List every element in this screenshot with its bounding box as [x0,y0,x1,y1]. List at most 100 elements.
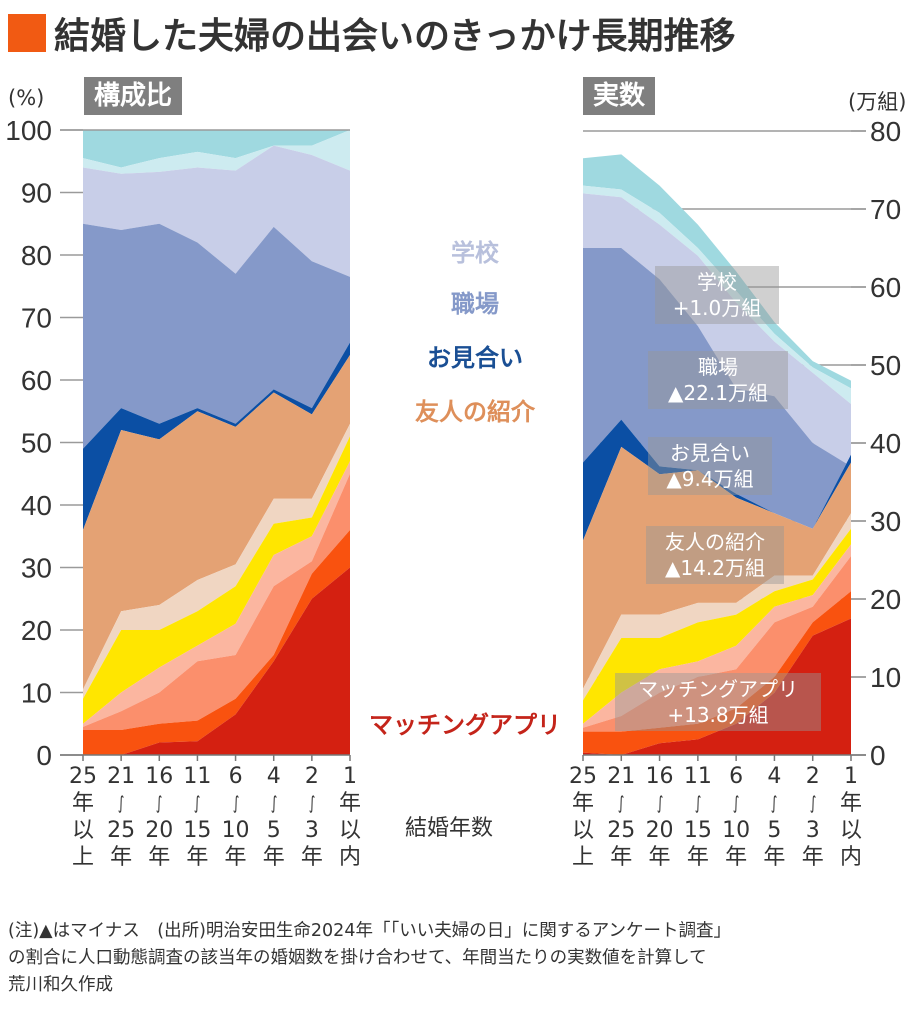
x-tick-label-part: 年 [648,845,671,870]
x-axis-title: 結婚年数 [405,816,494,841]
annotation-workplace: 職場 ▲22.1万組 [648,351,788,409]
y-tick-label: 80 [21,240,52,271]
x-tick-label-part: 年 [224,845,247,870]
area-layer-other-5 [583,513,851,701]
x-tick-label-part: 25 [107,818,136,843]
x-tick-label-part: 以 [71,818,94,843]
x-tick-label-part: 6 [228,764,243,789]
x-tick-label-part: 以 [338,818,361,843]
left-chart-composition: 0 10 20 30 40 50 60 70 80 90 100 [5,115,351,771]
x-tick-label-part: 5 [266,818,281,843]
x-tick-label-part: 16 [645,764,674,789]
x-tick-label-part: 年 [186,845,209,870]
y-tick-label: 60 [21,365,52,396]
y-tick-label: 10 [21,678,52,709]
area-layer-other-7 [583,154,851,389]
area-layer-other-4 [583,528,851,724]
x-tick-label-part: 5 [767,818,782,843]
x-tick-label-part: 11 [183,764,212,789]
title-text: 結婚した夫婦の出会いのきっかけ長期推移 [54,16,736,57]
area-layer-other-4 [83,436,350,724]
right-chart-absolute: 0 10 20 30 40 50 60 70 80 [582,116,901,771]
x-tick-label-part: 21 [107,764,136,789]
charts-svg: 0 10 20 30 40 50 60 70 80 90 100 0 10 20 30 40 50 60 70 80 [5,115,901,771]
x-tick-label-part: ∫ [656,793,663,814]
x-tick-label-part: 6 [729,764,744,789]
y-tick-label: 50 [21,428,52,459]
x-tick-label-part: ∫ [232,793,239,814]
y-tick-label: 30 [870,506,901,537]
x-tick-label-part: 年 [571,791,594,816]
x-tick-label: 11 ∫ 15 年 [680,763,716,871]
x-tick-label-part: 16 [145,764,174,789]
y-tick-label: 10 [870,662,901,693]
footnote-line-3: 荒川和久作成 [8,975,113,995]
y-tick-label: 0 [36,740,52,771]
legend-matching-app: マッチングアプリ [369,711,561,739]
footnote-line-2: の割合に人口動態調査の該当年の婚姻数を掛け合わせて、年間当たりの実数値を計算して [8,948,707,968]
area-layer-other-7 [83,130,350,168]
x-tick-label-part: 25 [69,764,97,789]
x-tick-label-part: ∫ [732,793,740,814]
x-tick-label-part: ∫ [117,793,125,814]
x-tick-label: 21 ∫ 25 年 [103,763,139,871]
x-tick-label-part: 年 [725,845,748,870]
x-tick-label: 6 ∫ 10 年 [218,763,254,871]
x-tick-label: 4 ∫ 5 年 [256,763,292,871]
area-layer-other-3 [583,544,851,728]
area-layer-友人の紹介 [583,446,851,689]
x-tick-label-part: ∫ [270,793,277,814]
y-tick-label: 70 [870,194,901,225]
x-tick-label-part: 1 [844,764,858,789]
x-tick-label-part: 年 [839,791,862,816]
area-layer-学校 [583,193,851,467]
x-tick-label: 16 ∫ 20 年 [141,763,177,871]
area-layer-職場 [583,248,851,529]
y-tick-label: 60 [870,272,901,303]
x-tick-label-part: 15 [683,818,712,843]
annotation-matching-app: マッチングアプリ +13.8万組 [615,673,821,731]
x-tick-label: 6 ∫ 10 年 [718,763,754,871]
area-layer-other-2 [83,473,350,730]
x-tick-label-part: 4 [266,764,281,789]
x-tick-label-part: 以 [839,818,862,843]
x-tick-label-part: ∫ [809,793,816,814]
footnote: (注)▲はマイナス (出所)明治安田生命2024年「「いい夫婦の日」に関するアン… [8,918,913,999]
legend-friend: 友人の紹介 [415,398,535,426]
area-layer-友人の紹介 [83,355,350,690]
x-tick-label-part: 25 [569,764,597,789]
x-tick-label-part: 以 [571,818,594,843]
x-tick-label-part: 10 [722,818,751,843]
annotation-friend: 友人の紹介 ▲14.2万組 [646,526,784,584]
x-tick-label-part: 内 [338,845,361,870]
area-layer-職場 [83,223,350,449]
x-tick-label-part: ∫ [694,793,702,814]
x-tick-label-part: 上 [71,845,94,870]
y-tick-label: 90 [21,178,52,209]
x-tick-label: 16 ∫ 20 年 [642,763,678,871]
x-tick-label-part: ∫ [194,793,201,814]
y-tick-label: 30 [21,553,52,584]
annotation-school: 学校 +1.0万組 [655,266,779,324]
area-layer-マッチングアプリ [583,618,851,755]
area-layer-マッチングアプリ [83,567,350,755]
x-tick-label-part: 年 [148,845,171,870]
legend-school: 学校 [451,239,499,267]
x-tick-label: 4 ∫ 5 年 [756,763,792,871]
x-tick-label: 21 ∫ 25 年 [603,763,639,871]
x-tick-label-part: 3 [805,818,820,843]
x-tick-label-part: 年 [110,845,133,870]
y-tick-label: 40 [21,490,52,521]
legend-workplace: 職場 [451,290,499,318]
annotation-omiai: お見合い ▲9.4万組 [648,437,772,495]
x-tick-label: 11 ∫ 15 年 [179,763,215,871]
y-tick-label: 20 [21,615,52,646]
title-accent-square [8,14,46,52]
area-layer-other-1 [83,530,350,755]
left-panel-badge: 構成比 [84,77,183,115]
x-tick-label-part: 20 [145,818,174,843]
area-layer-学校 [83,145,350,277]
x-tick-label-part: 1 [343,764,357,789]
x-tick-label: 2 ∫ 3 年 [795,763,831,871]
